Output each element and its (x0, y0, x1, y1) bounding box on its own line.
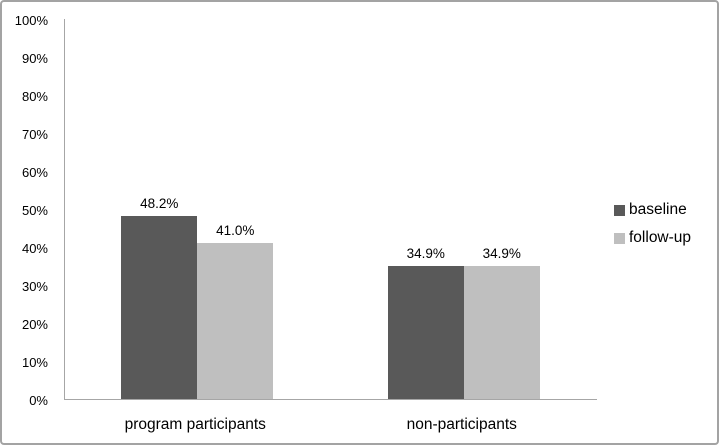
legend-swatch-follow-up (614, 232, 625, 244)
legend-swatch-baseline (614, 204, 625, 216)
x-axis-line (64, 399, 597, 400)
y-tick-label: 20% (21, 317, 48, 332)
y-tick-label: 50% (21, 203, 48, 218)
y-tick-label: 0% (29, 393, 48, 408)
y-tick-label: 70% (21, 127, 48, 142)
y-tick-label: 80% (21, 89, 48, 104)
bar-baseline-1 (387, 266, 464, 399)
legend-item-follow-up: follow-up (614, 229, 691, 247)
y-tick-label: 90% (21, 51, 48, 66)
y-tick-label: 60% (21, 165, 48, 180)
y-tick-label: 10% (21, 355, 48, 370)
legend-item-baseline: baseline (614, 201, 687, 219)
y-tick-label: 40% (21, 241, 48, 256)
legend-label: baseline (629, 201, 687, 218)
y-axis-line (64, 19, 65, 400)
bar-value-label: 34.9% (482, 246, 521, 261)
bar-value-label: 34.9% (406, 246, 445, 261)
bar-follow-up-0 (197, 243, 274, 399)
bar-value-label: 41.0% (216, 223, 255, 238)
x-category-label: program participants (124, 416, 266, 433)
bar-value-label: 48.2% (140, 196, 179, 211)
bar-baseline-0 (121, 216, 198, 399)
bar-follow-up-1 (463, 266, 540, 399)
y-tick-label: 30% (21, 279, 48, 294)
y-tick-label: 100% (14, 13, 48, 28)
legend-label: follow-up (629, 229, 692, 246)
x-category-label: non-participants (406, 416, 517, 433)
